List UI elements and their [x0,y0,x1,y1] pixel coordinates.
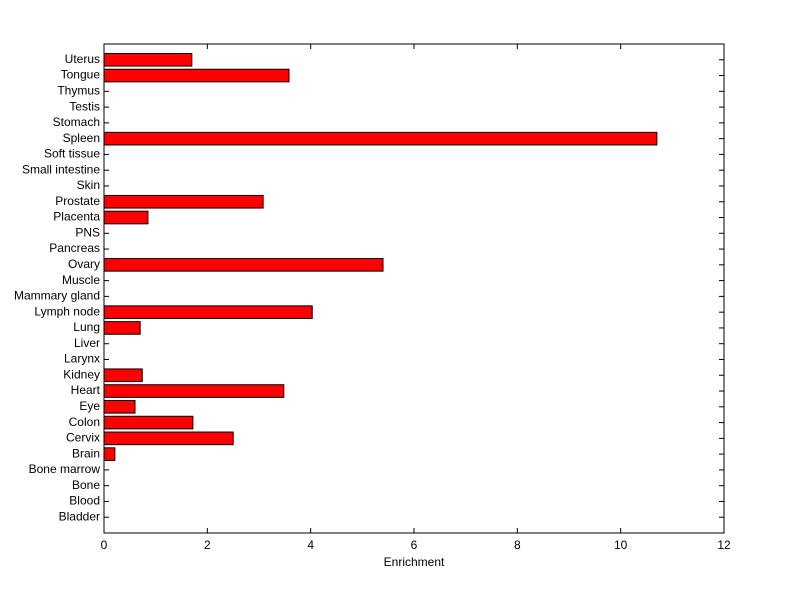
bar [103,194,264,209]
x-tick-label: 12 [717,538,731,552]
bar [103,368,143,383]
bar [103,258,384,272]
y-tick-label: Bone marrow [29,462,101,476]
x-tick-label: 0 [101,538,108,552]
y-tick-label: Thymus [57,83,100,97]
y-tick-label: Ovary [68,257,100,271]
y-tick-label: Cervix [66,431,100,445]
x-tick-label: 6 [411,538,418,552]
y-tick-label: Eye [79,399,100,413]
y-tick-label: Bone [72,478,100,492]
x-tick-label: 10 [614,538,628,552]
bar [103,399,136,414]
bar [103,68,290,83]
y-tick-label: Skin [77,178,100,192]
plot-area [103,43,725,534]
bar [103,431,234,446]
x-tick-label: 2 [204,538,211,552]
y-tick-label: Uterus [65,52,100,66]
y-tick-label: PNS [75,225,100,239]
y-tick-label: Brain [72,446,100,460]
bar [103,415,194,430]
y-tick-label: Liver [74,336,100,350]
y-tick-label: Colon [69,415,100,429]
y-tick-label: Tongue [61,68,101,82]
x-axis-label: Enrichment [384,555,445,569]
y-tick-label: Soft tissue [44,147,100,161]
x-tick-label: 8 [514,538,521,552]
y-tick-label: Placenta [53,210,100,224]
bar [103,210,149,225]
y-tick-label: Heart [71,383,101,397]
bar [103,384,285,398]
bar [103,131,658,146]
y-tick-label: Pancreas [49,241,100,255]
y-tick-label: Larynx [64,352,100,366]
x-tick-label: 4 [307,538,314,552]
y-tick-label: Lymph node [34,304,100,318]
y-tick-label: Mammary gland [14,289,100,303]
y-tick-label: Lung [73,320,100,334]
y-tick-label: Muscle [62,273,100,287]
y-tick-label: Kidney [63,367,100,381]
bar [103,305,313,319]
y-tick-label: Testis [69,99,100,113]
bar [103,321,141,335]
y-tick-label: Small intestine [22,162,100,176]
bar [103,52,193,67]
y-tick-label: Stomach [53,115,100,129]
y-tick-label: Blood [69,494,100,508]
y-tick-label: Prostate [55,194,100,208]
y-tick-label: Bladder [59,509,100,523]
bar [103,447,116,461]
y-tick-label: Spleen [63,131,100,145]
